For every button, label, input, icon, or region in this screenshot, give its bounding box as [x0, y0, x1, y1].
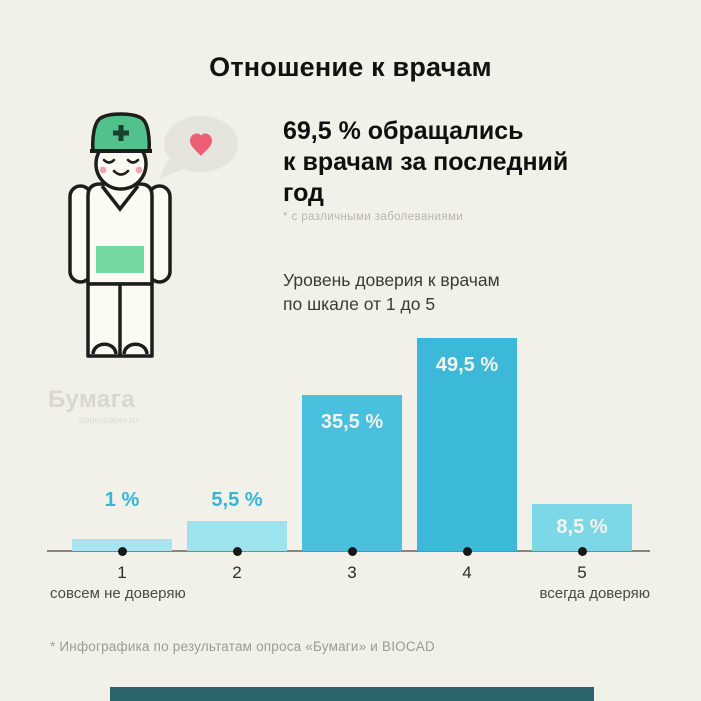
bar-1 — [72, 539, 172, 551]
axis-caption-right: всегда доверяю — [539, 585, 651, 602]
bar-3 — [302, 395, 402, 551]
axis-dot — [347, 546, 357, 556]
speech-bubble — [159, 116, 238, 179]
footer-note: * Инфографика по результатам опроса «Бум… — [50, 639, 435, 654]
axis-tick-label: 3 — [347, 563, 357, 582]
chart-title: Уровень доверия к врачам по шкале от 1 д… — [283, 268, 500, 316]
heart-icon — [190, 133, 212, 156]
chart-title-line-1: Уровень доверия к врачам — [283, 270, 500, 290]
axis-dot — [232, 546, 242, 556]
headline-line-3: год — [283, 179, 324, 207]
bar-value-label: 1 % — [104, 489, 140, 511]
axis-caption-left: совсем не доверяю — [50, 585, 186, 602]
right-eye-icon — [126, 158, 140, 164]
bottom-accent-bar — [110, 687, 594, 701]
axis-dot — [117, 546, 127, 556]
axis-dot — [577, 546, 587, 556]
smile-icon — [112, 169, 130, 176]
doctor-face-features — [102, 158, 140, 176]
doctor-right-shoe — [122, 342, 149, 355]
paper-logo-wordmark: Бумага — [48, 386, 136, 413]
paper-logo-site: paperpaper.ru — [78, 415, 138, 426]
headline-line-2: к врачам за последний — [283, 148, 569, 176]
bar-value-label: 49,5 % — [435, 354, 499, 376]
headline-footnote: * с различными заболеваниями — [283, 211, 464, 223]
bar-value-label: 8,5 % — [556, 516, 608, 538]
axis-tick-label: 5 — [577, 563, 587, 582]
doctor-left-shoe — [91, 342, 118, 355]
page-title: Отношение к врачам — [209, 52, 492, 82]
axis-tick-label: 1 — [117, 563, 127, 582]
left-eye-icon — [102, 158, 116, 164]
axis-tick-label: 2 — [232, 563, 242, 582]
axis-tick-label: 4 — [462, 563, 472, 582]
doctor-pocket — [96, 246, 144, 273]
bar-value-label: 35,5 % — [320, 411, 384, 433]
doctor-collar — [100, 184, 140, 212]
headline-line-1: 69,5 % обращались — [283, 117, 524, 145]
right-cheek — [135, 166, 143, 174]
paper-logo: Бумага paperpaper.ru — [48, 386, 138, 426]
headline: 69,5 % обращались к врачам за последний … — [283, 116, 663, 209]
bar-2 — [187, 521, 287, 551]
doctor-illustration — [68, 112, 238, 358]
left-cheek — [99, 166, 107, 174]
chart-title-line-2: по шкале от 1 до 5 — [283, 294, 436, 314]
axis-dot — [462, 546, 472, 556]
bar-5 — [532, 504, 632, 551]
bar-value-label: 5,5 % — [211, 489, 263, 511]
bar-4 — [417, 338, 517, 551]
doctor-cap — [90, 112, 152, 153]
medical-cross-icon — [113, 125, 129, 141]
